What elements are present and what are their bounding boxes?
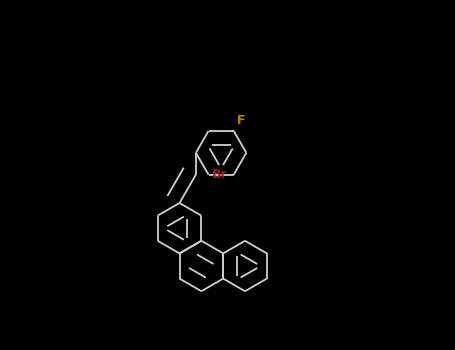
- Text: F: F: [237, 114, 246, 127]
- Text: Br: Br: [212, 168, 228, 181]
